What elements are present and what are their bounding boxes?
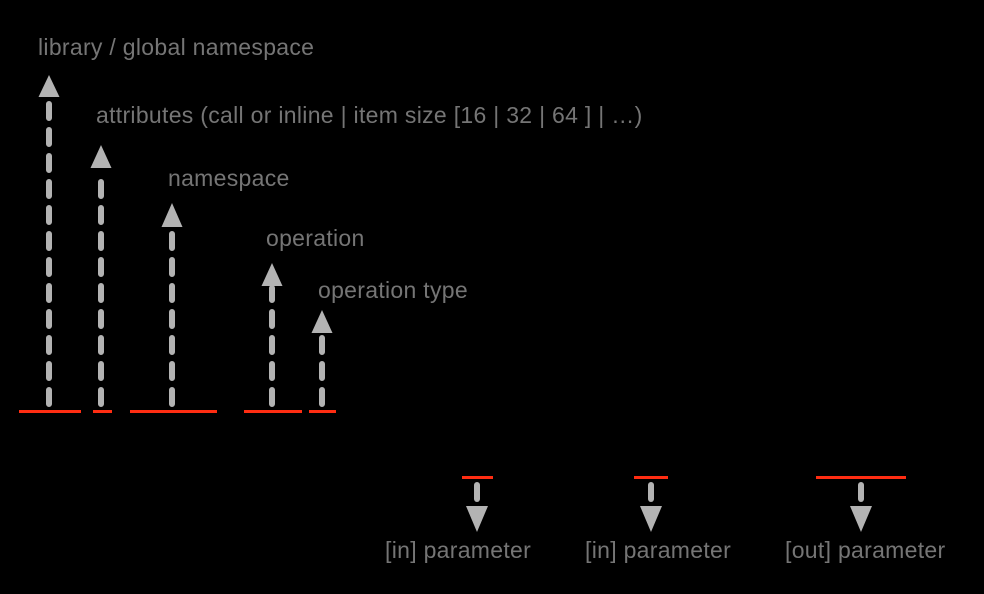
dashed-arrow-down-icon-out-parameter: [850, 482, 872, 532]
dashed-arrow-up-icon-library: [38, 75, 60, 407]
label-attributes: attributes (call or inline | item size […: [96, 102, 643, 128]
dashed-arrow-up-icon-operation-type: [311, 310, 333, 407]
dashed-arrow-up-icon-namespace: [161, 203, 183, 407]
label-library-global-namespace: library / global namespace: [38, 34, 315, 60]
dashed-arrow-down-icon-in-parameter-1: [466, 482, 488, 532]
label-namespace: namespace: [168, 165, 290, 191]
dashed-arrow-down-icon-in-parameter-2: [640, 482, 662, 532]
label-operation: operation: [266, 225, 365, 251]
dashed-arrow-up-icon-attributes: [90, 145, 112, 407]
label-in-parameter-1: [in] parameter: [385, 537, 532, 563]
label-out-parameter: [out] parameter: [785, 537, 946, 563]
dashed-arrow-up-icon-operation: [261, 263, 283, 407]
label-operation-type: operation type: [318, 277, 468, 303]
label-in-parameter-2: [in] parameter: [585, 537, 732, 563]
